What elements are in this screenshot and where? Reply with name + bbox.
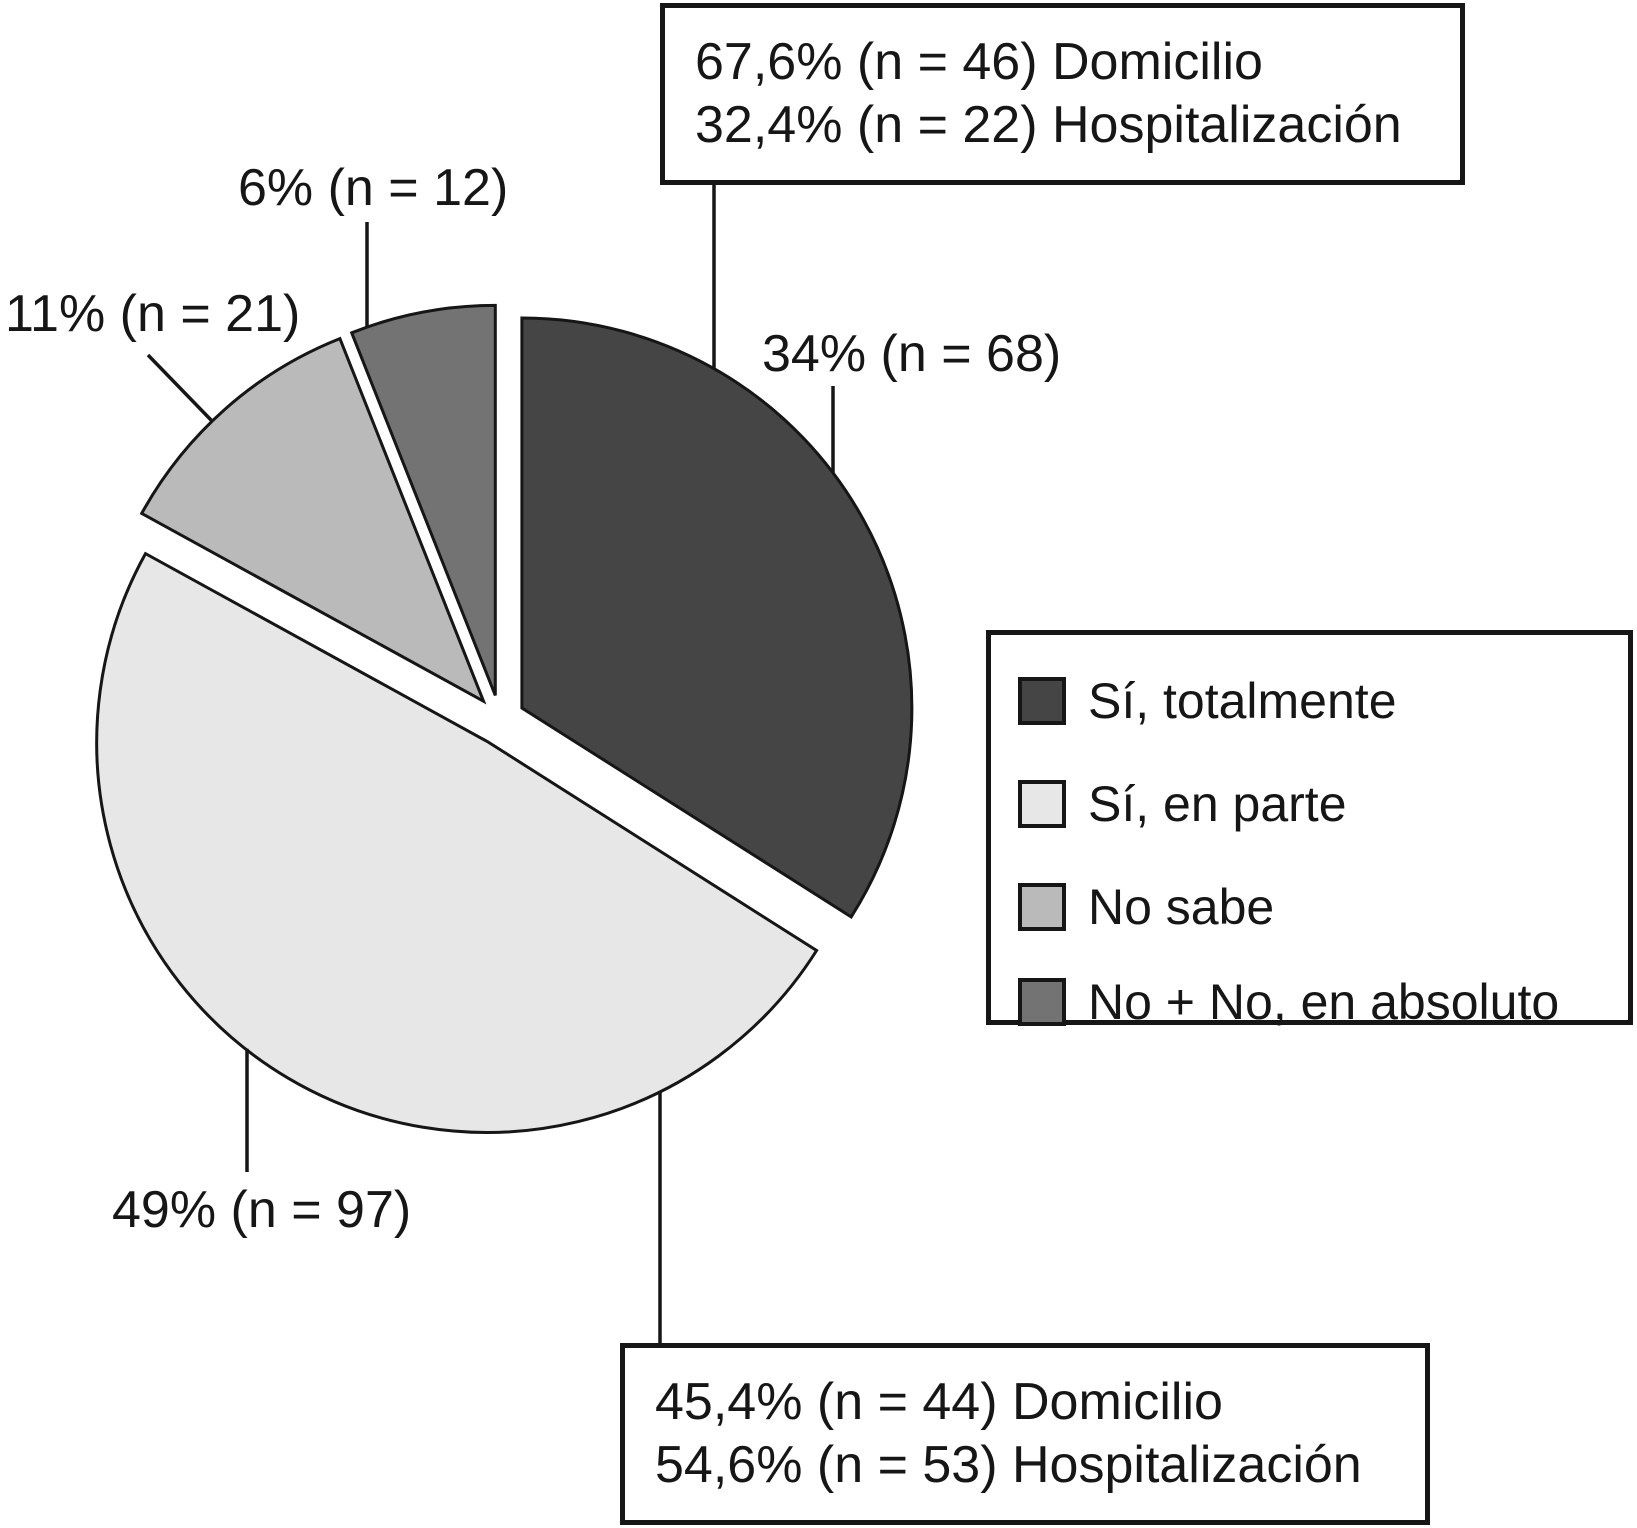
- callout-label-no-no-absoluto: 6% (n = 12): [238, 159, 509, 217]
- leader-callout-11: [146, 353, 214, 423]
- callout-label-si-en-parte: 49% (n = 97): [112, 1181, 412, 1239]
- annotation-line-domicilio: 45,4% (n = 44) Domicilio: [655, 1373, 1223, 1431]
- annotation-line-hospitalizacion: 54,6% (n = 53) Hospitalización: [655, 1436, 1362, 1494]
- legend-item-si-en-parte: Sí, en parte: [1018, 775, 1347, 833]
- leader-lines: [146, 184, 835, 1343]
- legend-item-si-totalmente: Sí, totalmente: [1018, 672, 1397, 730]
- legend-swatch-no-sabe: [1018, 883, 1066, 931]
- pie-slices: [95, 303, 914, 1134]
- callout-label-no-sabe: 11% (n = 21): [5, 285, 301, 343]
- legend-item-no-sabe: No sabe: [1018, 878, 1274, 936]
- legend-swatch-si-en-parte: [1018, 780, 1066, 828]
- pie-slice-3: [349, 303, 497, 696]
- pie-slice-1: [95, 551, 819, 1134]
- callout-label-si-totalmente: 34% (n = 68): [762, 325, 1062, 383]
- legend-swatch-si-totalmente: [1018, 677, 1066, 725]
- pie-slice-0: [520, 316, 914, 919]
- legend-label: No + No, en absoluto: [1088, 974, 1560, 1030]
- legend-swatch-no-no-absoluto: [1018, 978, 1066, 1026]
- legend-label: Sí, en parte: [1088, 776, 1347, 832]
- legend-item-no-no-absoluto: No + No, en absoluto: [1018, 973, 1559, 1031]
- legend-label: Sí, totalmente: [1088, 673, 1397, 729]
- legend-label: No sabe: [1088, 879, 1275, 935]
- legend: Sí, totalmente Sí, en parte No sabe No +…: [986, 630, 1633, 1030]
- annotation-line-hospitalizacion: 32,4% (n = 22) Hospitalización: [695, 96, 1402, 154]
- annotation-box-si-totalmente: 67,6% (n = 46) Domicilio 32,4% (n = 22) …: [660, 3, 1465, 185]
- pie-slice-2: [139, 336, 487, 705]
- annotation-box-si-en-parte: 45,4% (n = 44) Domicilio 54,6% (n = 53) …: [620, 1343, 1430, 1525]
- annotation-line-domicilio: 67,6% (n = 46) Domicilio: [695, 33, 1263, 91]
